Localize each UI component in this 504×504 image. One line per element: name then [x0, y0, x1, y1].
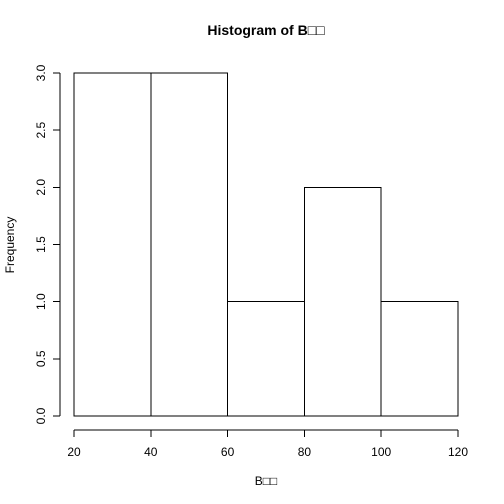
histogram-bar-2	[151, 73, 228, 416]
y-tick-label-2: 1.0	[34, 293, 48, 310]
x-tick-label-1: 40	[144, 445, 158, 459]
x-tick-label-4: 100	[371, 445, 391, 459]
x-tick-label-2: 60	[221, 445, 235, 459]
histogram-bar-3	[228, 302, 305, 416]
y-tick-label-4: 2.0	[34, 179, 48, 196]
x-tick-label-5: 120	[448, 445, 468, 459]
y-axis-label: Frequency	[3, 217, 17, 274]
y-tick-label-3: 1.5	[34, 236, 48, 253]
y-tick-label-5: 2.5	[34, 122, 48, 139]
y-tick-label-6: 3.0	[34, 64, 48, 81]
y-tick-label-1: 0.5	[34, 350, 48, 367]
x-tick-label-3: 80	[298, 445, 312, 459]
y-tick-label-0: 0.0	[34, 407, 48, 424]
x-axis-label: B□□	[255, 474, 278, 488]
histogram-bar-5	[381, 302, 458, 416]
histogram-bar-1	[74, 73, 151, 416]
x-tick-label-0: 20	[67, 445, 81, 459]
chart-title: Histogram of B□□	[207, 22, 325, 38]
histogram-bar-4	[304, 187, 381, 416]
